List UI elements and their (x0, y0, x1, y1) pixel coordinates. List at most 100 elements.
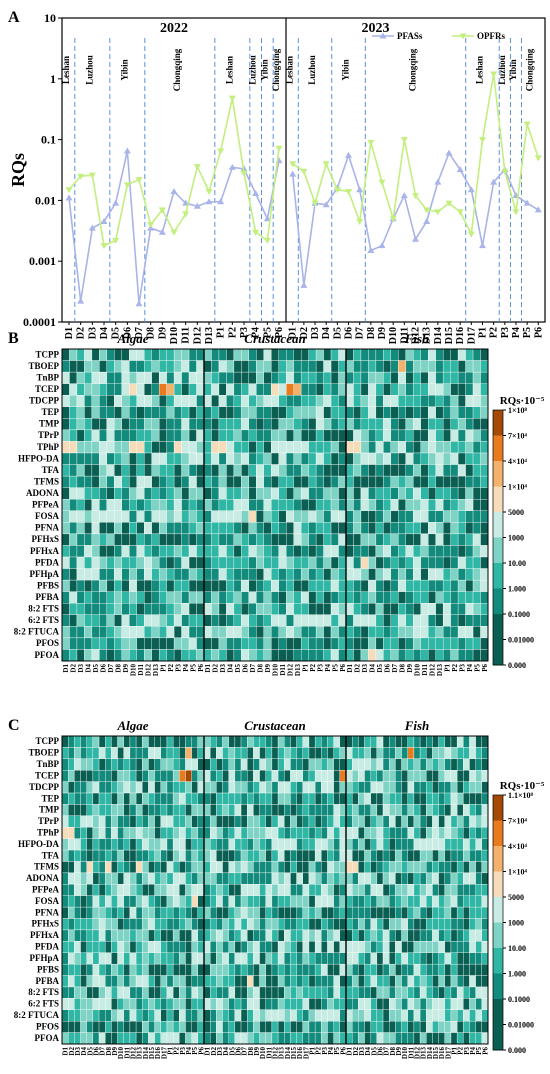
heat-cell (209, 872, 217, 885)
heat-cell (105, 735, 112, 748)
heat-cell (345, 545, 354, 558)
heat-cell (86, 815, 94, 828)
heat-cell (302, 758, 310, 771)
heat-cell (111, 986, 118, 999)
heat-cell (144, 429, 152, 442)
point-opfr (333, 187, 341, 194)
heat-cell (450, 348, 459, 361)
heat-cell (106, 418, 115, 431)
heat-cell (234, 781, 242, 794)
heat-cell (290, 792, 297, 805)
heat-cell (154, 918, 161, 931)
heat-cell (426, 861, 433, 874)
heat-cell (413, 986, 421, 999)
heat-cell (226, 441, 235, 454)
heat-cell (191, 952, 199, 965)
heat-cell (92, 849, 100, 862)
heat-col-label: D13 (420, 1047, 428, 1060)
heat-cell (191, 758, 199, 771)
heat-col-label: D13 (152, 664, 160, 677)
heat-cell (358, 918, 365, 931)
heat-cell (302, 872, 310, 885)
heat-cell (389, 1021, 396, 1033)
heat-col-label: D3 (361, 664, 369, 673)
heat-cell (228, 747, 236, 759)
heat-cell (339, 941, 347, 953)
heat-cell (405, 383, 414, 396)
point-opfr (158, 207, 166, 214)
heat-cell (390, 348, 399, 361)
heat-cell (211, 406, 220, 419)
heat-cell (129, 556, 137, 569)
heat-cell (233, 395, 242, 407)
heat-cell (121, 614, 130, 627)
heat-cell (327, 827, 334, 839)
heat-cell (413, 998, 421, 1010)
heat-cell (173, 452, 182, 465)
heat-cell (284, 1021, 291, 1033)
heat-cell (395, 781, 402, 794)
heat-cell (405, 522, 414, 535)
heat-cell (345, 918, 353, 931)
heat-cell (92, 804, 100, 817)
heat-cell (144, 383, 152, 396)
heat-cell (69, 348, 78, 361)
heat-cell (99, 371, 108, 384)
heat-cell (129, 637, 137, 650)
x-tick-label: P2 (489, 327, 500, 338)
heat-cell (345, 522, 354, 535)
heat-cell (277, 963, 285, 976)
heat-cell (376, 781, 384, 794)
heat-cell (196, 579, 205, 592)
heat-cell (308, 747, 316, 759)
heat-cell (256, 441, 264, 454)
heat-cell (129, 747, 137, 759)
heat-cell (432, 918, 439, 931)
heat-cell (469, 838, 476, 851)
heat-cell (259, 735, 266, 748)
heat-cell (166, 545, 175, 558)
heat-cell (382, 792, 390, 805)
heat-cell (247, 747, 254, 759)
heat-cell (142, 849, 149, 862)
heat-cell (315, 395, 324, 407)
heat-cell (442, 591, 451, 604)
heat-cell (407, 906, 415, 919)
heat-cell (151, 568, 160, 581)
heat-cell (173, 360, 182, 373)
heat-cell (405, 510, 414, 523)
heat-cell (339, 747, 347, 759)
heat-cell (179, 941, 186, 953)
heat-cell (463, 827, 470, 839)
heat-cell (191, 849, 199, 862)
heat-cell (203, 556, 212, 569)
heat-cell (302, 770, 310, 782)
heat-cell (426, 918, 433, 931)
heat-cell (172, 804, 180, 817)
heat-cell (259, 827, 266, 839)
heat-cell (475, 792, 483, 805)
heat-cell (234, 929, 242, 942)
heat-cell (457, 383, 466, 396)
heat-cell (339, 975, 347, 988)
heat-cell (248, 418, 257, 431)
heat-cell (323, 556, 332, 569)
heat-cell (351, 838, 359, 851)
heat-cell (203, 464, 212, 477)
heat-cell (228, 941, 236, 953)
heat-cell (216, 781, 223, 794)
heat-cell (351, 849, 359, 862)
heat-cell (98, 770, 106, 782)
heat-cell (370, 1032, 378, 1045)
heat-cell (114, 418, 122, 431)
heat-cell (456, 815, 464, 828)
heat-cell (218, 348, 227, 361)
heat-cell (158, 510, 167, 523)
heat-cell (259, 804, 266, 817)
heat-cell (323, 545, 332, 558)
heat-cell (234, 861, 242, 874)
heat-cell (218, 568, 227, 581)
heat-cell (228, 735, 236, 748)
heat-cell (234, 815, 242, 828)
heat-cell (353, 348, 362, 361)
